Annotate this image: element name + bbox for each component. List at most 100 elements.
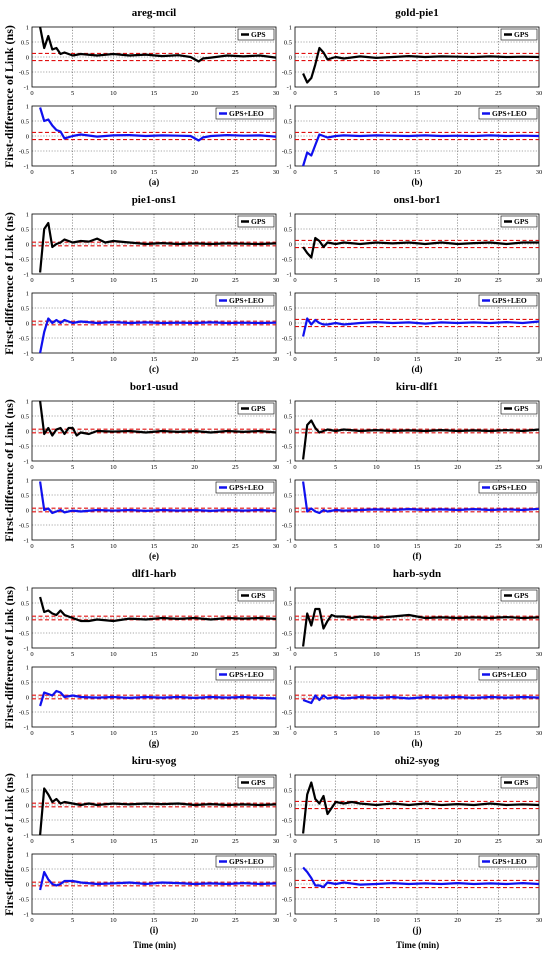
- series-line-leo: [39, 481, 277, 515]
- y-tick-label: 0.5: [284, 306, 292, 313]
- y-tick-label: 1: [26, 212, 29, 219]
- x-tick-label: 25: [232, 730, 239, 737]
- subplot-title: gold-pie1: [395, 7, 438, 19]
- y-tick-label: 0: [289, 429, 292, 436]
- y-tick-label: -0.5: [19, 523, 29, 530]
- x-tick-label: 20: [191, 356, 198, 363]
- y-tick-label: 0.5: [284, 601, 292, 608]
- y-tick-label: 0.5: [284, 227, 292, 234]
- legend-label: GPS: [514, 404, 529, 413]
- y-tick-label: -1: [287, 351, 292, 358]
- x-tick-label: 10: [373, 651, 380, 658]
- panel-label: (i): [150, 925, 159, 935]
- x-tick-label: 10: [373, 730, 380, 737]
- series-line-gps: [302, 607, 540, 647]
- subplot-title: dlf1-harb: [132, 568, 177, 580]
- y-tick-label: 0.5: [21, 493, 29, 500]
- x-tick-label: 25: [232, 917, 239, 924]
- y-tick-label: 0.5: [284, 788, 292, 795]
- x-tick-label: 0: [293, 90, 296, 97]
- y-tick-label: -1: [24, 833, 29, 840]
- x-tick-label: 15: [414, 730, 421, 737]
- legend-box: [500, 215, 538, 228]
- series-line-gps: [302, 781, 540, 834]
- y-tick-label: 0: [26, 55, 29, 62]
- x-tick-label: 20: [454, 90, 461, 97]
- x-axis-label-left: Time (min): [133, 940, 177, 950]
- series-line-gps: [39, 26, 277, 63]
- x-tick-label: 10: [373, 543, 380, 550]
- x-tick-label: 15: [414, 838, 421, 845]
- legend-box: [215, 481, 275, 494]
- x-tick-label: 10: [110, 464, 117, 471]
- plot-frame: [294, 213, 540, 275]
- y-tick-label: -1: [287, 272, 292, 279]
- x-tick-label: 0: [293, 169, 296, 176]
- x-tick-label: 15: [151, 730, 158, 737]
- x-tick-label: 25: [232, 464, 239, 471]
- subplot-title: bor1-usud: [130, 381, 178, 393]
- y-tick-label: 1: [26, 586, 29, 593]
- panel-label: (f): [413, 551, 422, 561]
- x-tick-label: 20: [454, 464, 461, 471]
- x-tick-label: 0: [293, 543, 296, 550]
- series-line-leo: [302, 481, 540, 515]
- legend-box: [237, 28, 275, 41]
- x-tick-label: 10: [373, 838, 380, 845]
- panel-label: (b): [412, 177, 423, 187]
- subplot-title: kiru-syog: [132, 755, 177, 767]
- legend-box: [237, 589, 275, 602]
- x-tick-label: 10: [110, 917, 117, 924]
- x-tick-label: 10: [373, 90, 380, 97]
- y-tick-label: -1: [287, 833, 292, 840]
- legend-box: [478, 668, 538, 681]
- x-tick-label: 25: [232, 169, 239, 176]
- x-tick-label: 30: [536, 651, 543, 658]
- series-line-gps: [39, 787, 277, 836]
- x-tick-label: 25: [495, 356, 502, 363]
- y-tick-label: 0.5: [21, 788, 29, 795]
- x-tick-label: 10: [110, 356, 117, 363]
- x-tick-label: 25: [232, 356, 239, 363]
- series-line-gps: [39, 400, 277, 437]
- panel-label: (g): [149, 738, 160, 748]
- x-tick-label: 5: [71, 730, 74, 737]
- y-tick-label: 0: [289, 695, 292, 702]
- y-tick-label: 1: [26, 104, 29, 111]
- y-tick-label: -0.5: [19, 444, 29, 451]
- subplot-title: harb-sydn: [393, 568, 441, 580]
- x-tick-label: 15: [414, 277, 421, 284]
- x-tick-label: 0: [30, 838, 33, 845]
- x-tick-label: 25: [495, 90, 502, 97]
- legend-box: [215, 294, 275, 307]
- x-tick-label: 0: [293, 356, 296, 363]
- legend-label: GPS+LEO: [492, 109, 527, 118]
- x-tick-label: 0: [30, 651, 33, 658]
- legend-box: [500, 28, 538, 41]
- x-tick-label: 15: [414, 543, 421, 550]
- x-tick-label: 30: [273, 543, 280, 550]
- y-tick-label: -0.5: [282, 523, 292, 530]
- legend-label: GPS: [514, 217, 529, 226]
- y-tick-label: 1: [289, 586, 292, 593]
- y-tick-label: -1: [287, 164, 292, 171]
- legend-box: [478, 107, 538, 120]
- y-tick-label: 0: [26, 803, 29, 810]
- x-tick-label: 0: [293, 651, 296, 658]
- x-tick-label: 0: [30, 277, 33, 284]
- x-tick-label: 10: [373, 917, 380, 924]
- x-tick-label: 5: [71, 169, 74, 176]
- x-tick-label: 15: [414, 917, 421, 924]
- x-tick-label: 30: [273, 90, 280, 97]
- y-tick-label: -0.5: [19, 631, 29, 638]
- x-tick-label: 10: [373, 169, 380, 176]
- legend-label: GPS+LEO: [492, 296, 527, 305]
- y-tick-label: 1: [26, 478, 29, 485]
- panel-label: (h): [412, 738, 423, 748]
- y-tick-label: 0: [289, 508, 292, 515]
